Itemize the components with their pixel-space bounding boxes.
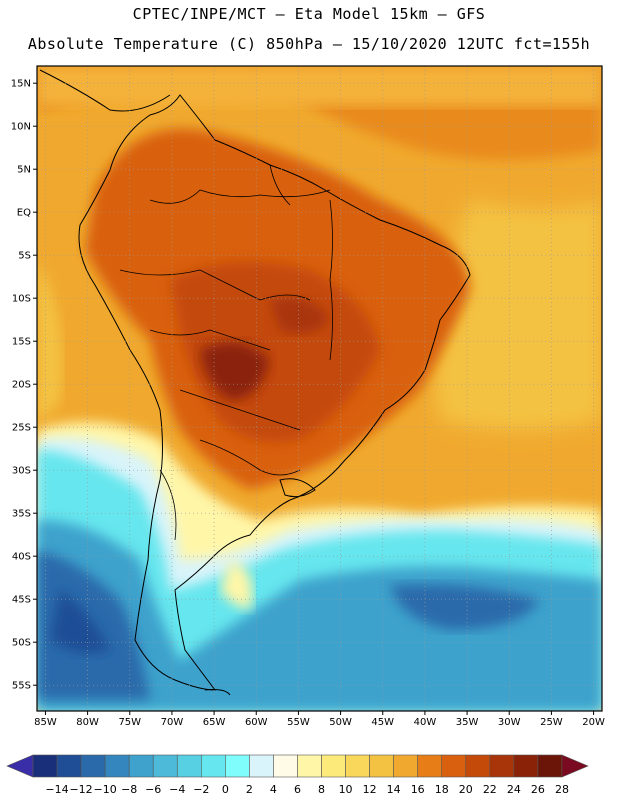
lat-tick-label: 20S bbox=[12, 380, 31, 391]
colorbar-label: 0 bbox=[222, 783, 229, 796]
colorbar-label: −10 bbox=[94, 783, 117, 796]
country-borders bbox=[119, 164, 333, 541]
colorbar-label: −12 bbox=[69, 783, 92, 796]
colorbar-swatch bbox=[321, 754, 346, 778]
colorbar-label: 8 bbox=[318, 783, 325, 796]
lat-tick-label: 30S bbox=[12, 466, 31, 477]
colorbar-swatch bbox=[56, 754, 82, 778]
colorbar-swatch bbox=[249, 754, 274, 778]
colorbar-swatch bbox=[225, 754, 250, 778]
map-title-line1: CPTEC/INPE/MCT – Eta Model 15km – GFS bbox=[132, 5, 486, 23]
colorbar-label: 10 bbox=[339, 783, 353, 796]
colorbar-under-arrow bbox=[6, 754, 34, 778]
lon-tick-label: 35W bbox=[456, 717, 479, 728]
lat-tick-label: 10N bbox=[11, 122, 31, 133]
colorbar-swatch bbox=[273, 754, 298, 778]
lat-tick-label: 35S bbox=[12, 509, 31, 520]
colorbar-label: −14 bbox=[45, 783, 68, 796]
lat-tick-label: 40S bbox=[12, 552, 31, 563]
lat-tick-label: 45S bbox=[12, 595, 31, 606]
lat-tick-label: 10S bbox=[12, 294, 31, 305]
colorbar-swatch bbox=[369, 754, 394, 778]
latitude-labels: 15N 10N 5N EQ 5S 10S 15S 20S 25S 30S 35S 40S 45S 50S 5… bbox=[11, 79, 31, 692]
colorbar-label: 14 bbox=[387, 783, 401, 796]
lon-tick-label: 85W bbox=[34, 717, 57, 728]
lon-tick-label: 65W bbox=[203, 717, 226, 728]
lat-tick-label: 50S bbox=[12, 638, 31, 649]
colorbar-label: 26 bbox=[531, 783, 545, 796]
lon-tick-label: 25W bbox=[540, 717, 563, 728]
colorbar-swatch bbox=[32, 754, 58, 778]
colorbar-label: 28 bbox=[555, 783, 569, 796]
colorbar-swatch bbox=[513, 754, 539, 778]
colorbar-label: 2 bbox=[246, 783, 253, 796]
lat-tick-label: 5S bbox=[18, 251, 31, 262]
lon-tick-label: 40W bbox=[414, 717, 437, 728]
lon-tick-label: 45W bbox=[371, 717, 394, 728]
colorbar-swatch bbox=[489, 754, 515, 778]
colorbar-swatch bbox=[393, 754, 418, 778]
colorbar-swatch bbox=[128, 754, 154, 778]
lat-tick-label: 5N bbox=[17, 165, 31, 176]
colorbar-label: −8 bbox=[121, 783, 137, 796]
colorbar-swatch bbox=[297, 754, 322, 778]
tick-marks bbox=[33, 82, 595, 715]
colorbar-swatch bbox=[152, 754, 178, 778]
lat-tick-label: 15N bbox=[11, 79, 31, 90]
map-title-line2: Absolute Temperature (C) 850hPa – 15/10/… bbox=[27, 35, 591, 53]
colorbar: −14 −12 −10 −8 −6 −4 −2 0 2 4 6 8 10 12 14 16 18 20 22 24 26… bbox=[6, 754, 589, 796]
colorbar-label: 6 bbox=[294, 783, 301, 796]
colorbar-swatch bbox=[176, 754, 202, 778]
lon-tick-label: 50W bbox=[329, 717, 352, 728]
colorbar-label: 4 bbox=[270, 783, 277, 796]
colorbar-swatch bbox=[537, 754, 563, 778]
colorbar-label: −6 bbox=[145, 783, 161, 796]
colorbar-swatch bbox=[465, 754, 491, 778]
colorbar-swatch bbox=[417, 754, 443, 778]
longitude-labels: 85W 80W 75W 70W 65W 60W 55W 50W 45W 40W 35W 30W 25W 2… bbox=[34, 717, 605, 728]
lon-tick-label: 55W bbox=[287, 717, 310, 728]
colorbar-label: 16 bbox=[411, 783, 425, 796]
colorbar-label: −2 bbox=[193, 783, 209, 796]
lon-tick-label: 20W bbox=[582, 717, 605, 728]
colorbar-swatch bbox=[104, 754, 130, 778]
coastline bbox=[39, 69, 471, 696]
lat-tick-label: EQ bbox=[17, 208, 31, 219]
colorbar-swatch bbox=[201, 754, 226, 778]
colorbar-label: 22 bbox=[483, 783, 497, 796]
map-frame bbox=[36, 65, 603, 712]
lat-tick-label: 15S bbox=[12, 337, 31, 348]
colorbar-swatch bbox=[80, 754, 106, 778]
lon-tick-label: 75W bbox=[118, 717, 141, 728]
lon-tick-label: 70W bbox=[161, 717, 184, 728]
colorbar-over-arrow bbox=[561, 754, 589, 778]
colorbar-swatch bbox=[345, 754, 370, 778]
colorbar-label: 20 bbox=[459, 783, 473, 796]
colorbar-label: 18 bbox=[435, 783, 449, 796]
lat-tick-label: 25S bbox=[12, 423, 31, 434]
lon-tick-label: 60W bbox=[245, 717, 268, 728]
lon-tick-label: 30W bbox=[498, 717, 521, 728]
colorbar-label: 24 bbox=[507, 783, 521, 796]
temperature-field bbox=[37, 66, 602, 711]
colorbar-label: −4 bbox=[169, 783, 185, 796]
colorbar-swatch bbox=[441, 754, 467, 778]
lon-tick-label: 80W bbox=[76, 717, 99, 728]
colorbar-label: 12 bbox=[363, 783, 377, 796]
lat-tick-label: 55S bbox=[12, 681, 31, 692]
